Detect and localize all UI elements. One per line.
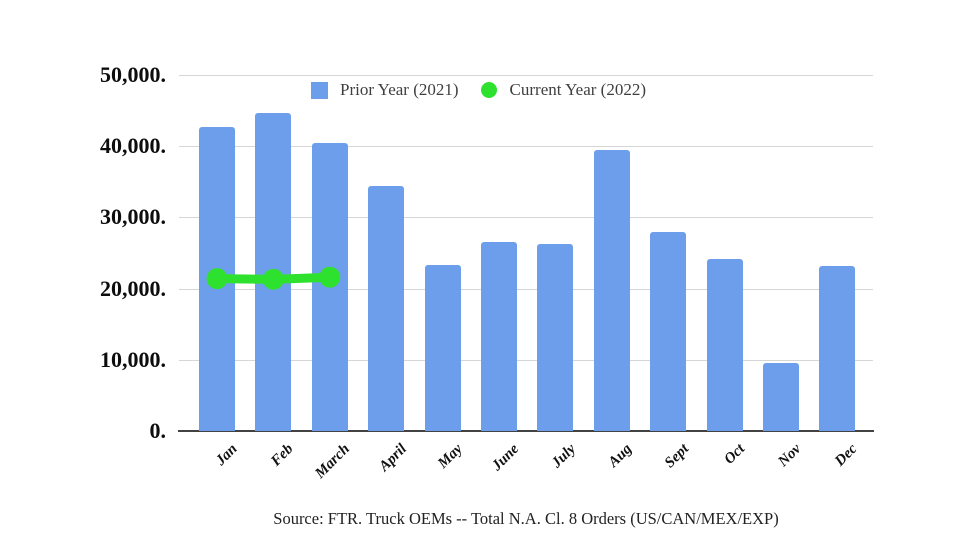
legend-swatch-prior-year [311, 81, 328, 99]
x-axis-label-oct: Oct [721, 441, 748, 468]
gridline [179, 146, 873, 147]
bar-sept [650, 232, 687, 431]
x-axis-label-april: April [375, 441, 410, 475]
legend-swatch-current-year [480, 82, 497, 98]
source-caption: Source: FTR. Truck OEMs -- Total N.A. Cl… [273, 509, 779, 528]
x-axis-line [178, 430, 874, 432]
bar-nov [763, 363, 799, 431]
y-axis-label: 30,000. [100, 204, 166, 230]
x-axis-label-dec: Dec [832, 441, 861, 470]
x-axis-label-nov: Nov [775, 441, 805, 470]
x-axis-label-aug: Aug [605, 441, 636, 471]
gridline [179, 75, 873, 76]
x-axis-label-may: May [435, 441, 466, 472]
bar-july [537, 243, 574, 431]
x-axis-label-july: July [548, 441, 579, 472]
legend-label-prior-year: Prior Year (2021) [340, 80, 459, 99]
y-axis-label: 50,000. [100, 62, 166, 87]
bar-aug [593, 149, 630, 431]
bar-march [311, 142, 348, 431]
bar-may [424, 265, 461, 431]
y-axis-label: 40,000. [100, 133, 166, 159]
y-axis-label: 0. [149, 418, 167, 443]
bar-feb [255, 113, 292, 431]
gridline [179, 289, 873, 290]
x-axis-label-feb: Feb [268, 441, 297, 470]
gridline [179, 360, 873, 361]
bar-dec [819, 265, 856, 431]
gridline [179, 217, 873, 218]
bar-oct [706, 259, 743, 431]
x-axis-label-june: June [489, 441, 523, 475]
bar-april [368, 186, 405, 431]
legend-label-current-year: Current Year (2022) [509, 80, 646, 99]
y-axis-label: 20,000. [100, 275, 166, 301]
bar-june [481, 241, 517, 431]
y-axis-label: 10,000. [100, 346, 166, 372]
x-axis-label-jan: Jan [212, 441, 241, 469]
legend: Prior Year (2021) Current Year (2022) [311, 80, 646, 100]
x-axis-label-march: March [312, 441, 354, 482]
bar-jan [199, 126, 235, 431]
x-axis-label-sept: Sept [661, 441, 692, 472]
